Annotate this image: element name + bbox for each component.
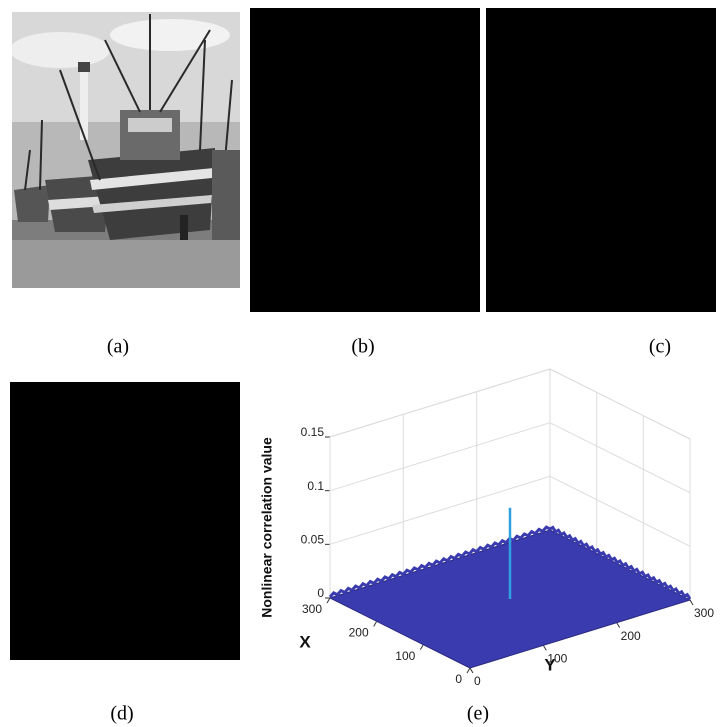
x-tick-label: 300	[302, 602, 322, 616]
z-tick-label: 0.1	[307, 479, 324, 493]
tick-mark	[466, 667, 471, 674]
sparse-noise	[486, 8, 716, 312]
tick-mark	[616, 622, 621, 628]
y-tick-label: 300	[694, 606, 714, 620]
grid-line	[549, 475, 691, 547]
tick-mark	[542, 645, 547, 651]
encrypted-noise	[250, 8, 480, 312]
y-tick-label: 200	[621, 629, 641, 643]
y-tick-label: 100	[547, 652, 567, 666]
caption: (e)	[467, 703, 489, 725]
x-tick-label: 200	[349, 626, 369, 640]
z-tick-label: 0.15	[301, 425, 325, 439]
caption: (d)	[110, 703, 133, 725]
z-axis-label: Nonlinear correlation value	[259, 437, 275, 618]
grid-line	[549, 422, 691, 494]
grid-line	[549, 368, 691, 440]
y-axis-label: Y	[544, 655, 556, 674]
z-tick-label: 0	[317, 586, 324, 600]
photo-boats	[12, 12, 240, 288]
x-axis-label: X	[299, 632, 311, 651]
caption: (c)	[649, 336, 671, 358]
caption: (b)	[351, 336, 374, 358]
y-tick-label: 0	[474, 674, 481, 688]
surface-texture	[328, 525, 692, 600]
tick-mark	[373, 621, 378, 627]
tick-mark	[326, 597, 331, 604]
decrypted-noise	[10, 382, 240, 660]
z-tick-label: 0.05	[301, 533, 325, 547]
tick-mark	[419, 644, 424, 650]
grid-line	[329, 368, 551, 438]
x-tick-label: 0	[455, 672, 462, 686]
tick-mark	[469, 667, 474, 674]
correlation-plot: 0 0.05 0.1 0.15 0 100 200 300 0 100 200 300 Nonlinea…	[259, 368, 714, 688]
grid-line	[329, 475, 551, 545]
x-tick-label: 100	[395, 649, 415, 663]
caption: (a)	[107, 336, 129, 358]
tick-mark	[689, 599, 694, 606]
grid-line	[329, 422, 551, 492]
